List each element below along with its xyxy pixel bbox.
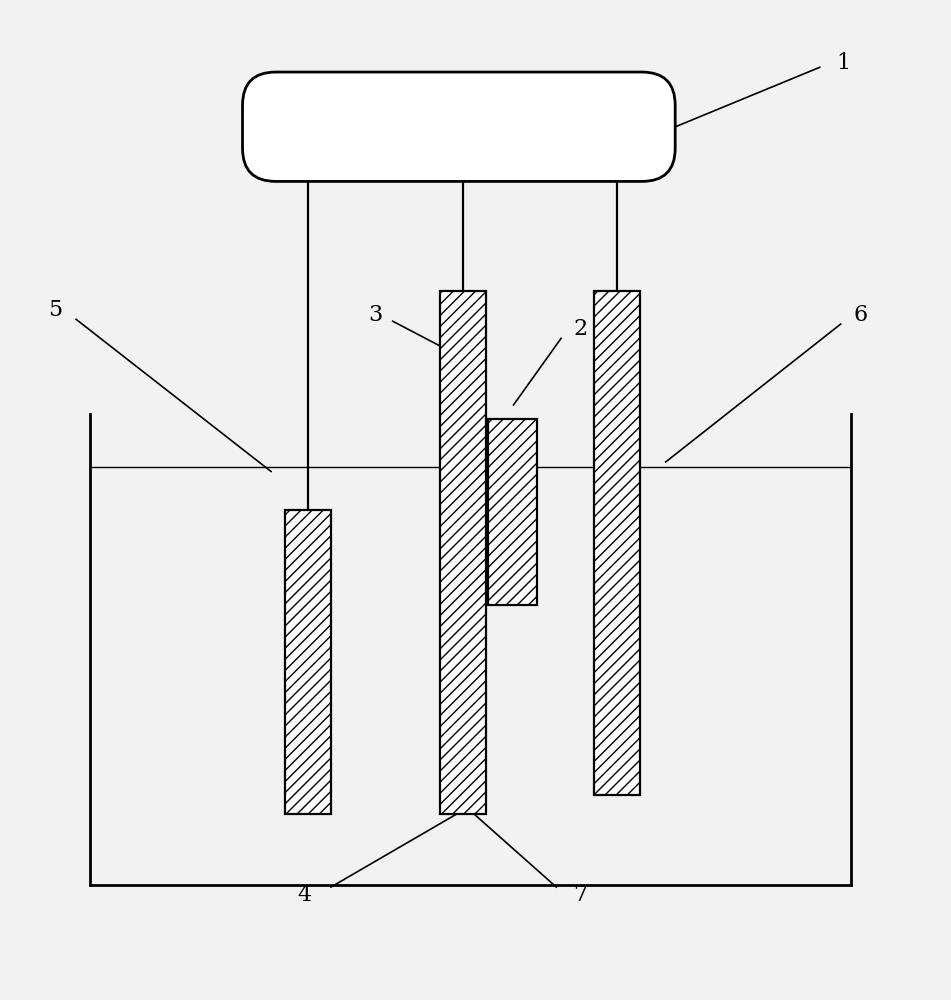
Text: 3: 3 — [369, 304, 382, 326]
Bar — [285, 510, 331, 814]
Text: 2: 2 — [573, 318, 587, 340]
Bar — [440, 291, 486, 814]
FancyBboxPatch shape — [243, 72, 675, 181]
Text: 5: 5 — [49, 299, 62, 321]
Text: 6: 6 — [854, 304, 867, 326]
Text: 7: 7 — [573, 884, 587, 906]
Bar — [594, 291, 640, 795]
Text: 1: 1 — [837, 52, 850, 74]
Bar — [488, 419, 537, 605]
Text: 4: 4 — [298, 884, 311, 906]
